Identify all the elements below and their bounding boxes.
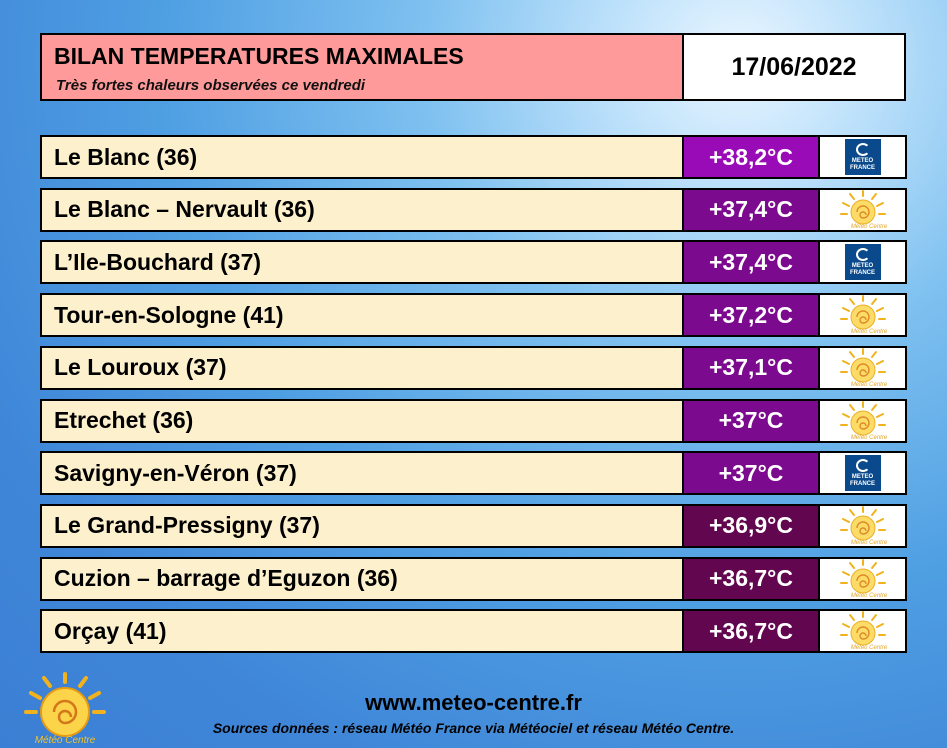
temperature-value: +36,7°C xyxy=(684,556,820,601)
date-box: 17/06/2022 xyxy=(684,33,906,101)
meteo-centre-logo-icon: Météo Centre xyxy=(839,611,887,651)
svg-text:Météo Centre: Météo Centre xyxy=(850,382,887,388)
station-row: Savigny-en-Véron (37) +37°C METEO FRANCE xyxy=(40,451,907,496)
source-logo: Météo Centre xyxy=(820,187,907,232)
header-title-box: BILAN TEMPERATURES MAXIMALES Très fortes… xyxy=(40,33,684,101)
svg-text:Météo Centre: Météo Centre xyxy=(850,224,887,230)
station-name: Tour-en-Sologne (41) xyxy=(40,293,684,338)
temperature-value: +36,9°C xyxy=(684,503,820,548)
station-row: Le Blanc (36) +38,2°C METEO FRANCE xyxy=(40,135,907,179)
svg-text:Météo Centre: Météo Centre xyxy=(850,645,887,651)
station-name: Le Grand-Pressigny (37) xyxy=(40,503,684,548)
corner-logo-label: Météo Centre xyxy=(35,735,96,746)
source-logo: METEO FRANCE xyxy=(820,240,907,285)
meteo-centre-logo-icon: Météo Centre xyxy=(839,189,887,230)
meteo-centre-logo-icon: Météo Centre xyxy=(839,558,887,599)
temperature-value: +37,2°C xyxy=(684,293,820,338)
source-logo: Météo Centre xyxy=(820,293,907,338)
station-name: Le Louroux (37) xyxy=(40,345,684,390)
temperature-value: +36,7°C xyxy=(684,609,820,654)
station-name: Le Blanc (36) xyxy=(40,135,684,179)
meteo-centre-logo-icon: Météo Centre xyxy=(839,505,887,546)
source-logo: Météo Centre xyxy=(820,556,907,601)
station-row: Le Blanc – Nervault (36) +37,4°C Météo C… xyxy=(40,187,907,232)
station-row: Cuzion – barrage d’Eguzon (36) +36,7°C M… xyxy=(40,556,907,601)
svg-text:Météo Centre: Météo Centre xyxy=(850,593,887,599)
station-row: L’Ile-Bouchard (37) +37,4°C METEO FRANCE xyxy=(40,240,907,285)
temperature-value: +37°C xyxy=(684,398,820,443)
station-row: Le Grand-Pressigny (37) +36,9°C Météo Ce… xyxy=(40,503,907,548)
meteo-centre-logo-icon: Météo Centre xyxy=(839,347,887,388)
station-row: Le Louroux (37) +37,1°C Météo Centre xyxy=(40,345,907,390)
source-logo: Météo Centre xyxy=(820,609,907,654)
meteo-centre-logo-icon: Météo Centre xyxy=(839,295,887,335)
source-logo: Météo Centre xyxy=(820,503,907,548)
meteo-centre-logo-icon: Météo Centre xyxy=(839,400,887,441)
temperature-value: +37,1°C xyxy=(684,345,820,390)
temperature-value: +37,4°C xyxy=(684,240,820,285)
meteo-france-logo-icon: METEO FRANCE xyxy=(844,455,881,492)
station-row: Etrechet (36) +37°C Météo Centre xyxy=(40,398,907,443)
source-logo: Météo Centre xyxy=(820,345,907,390)
meteo-france-logo-icon: METEO FRANCE xyxy=(844,244,881,281)
station-name: Cuzion – barrage d’Eguzon (36) xyxy=(40,556,684,601)
temperature-value: +37,4°C xyxy=(684,187,820,232)
meteo-centre-corner-logo: Météo Centre xyxy=(24,672,106,746)
meteo-france-logo-icon: METEO FRANCE xyxy=(844,139,881,175)
page-title: BILAN TEMPERATURES MAXIMALES xyxy=(54,43,464,69)
footer-sources: Sources données : réseau Météo France vi… xyxy=(212,720,735,736)
temperature-value: +38,2°C xyxy=(684,135,820,179)
svg-text:Météo Centre: Météo Centre xyxy=(850,540,887,546)
station-row: Tour-en-Sologne (41) +37,2°C Météo Centr… xyxy=(40,293,907,338)
station-name: Savigny-en-Véron (37) xyxy=(40,451,684,496)
svg-text:Météo Centre: Météo Centre xyxy=(850,329,887,335)
station-name: Orçay (41) xyxy=(40,609,684,654)
svg-text:Météo Centre: Météo Centre xyxy=(850,435,887,441)
station-name: Etrechet (36) xyxy=(40,398,684,443)
station-name: Le Blanc – Nervault (36) xyxy=(40,187,684,232)
page-subtitle: Très fortes chaleurs observées ce vendre… xyxy=(56,77,366,94)
station-name: L’Ile-Bouchard (37) xyxy=(40,240,684,285)
footer-url[interactable]: www.meteo-centre.fr xyxy=(365,690,582,715)
station-row: Orçay (41) +36,7°C Météo Centre xyxy=(40,609,907,654)
temperature-value: +37°C xyxy=(684,451,820,496)
source-logo: METEO FRANCE xyxy=(820,135,907,179)
source-logo: METEO FRANCE xyxy=(820,451,907,496)
source-logo: Météo Centre xyxy=(820,398,907,443)
